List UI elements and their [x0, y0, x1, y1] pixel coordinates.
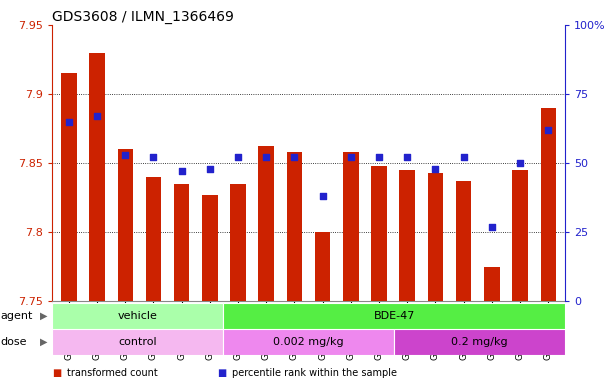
- Bar: [223, 303, 565, 329]
- Bar: [52, 329, 223, 355]
- Text: dose: dose: [1, 337, 27, 347]
- Text: ▶: ▶: [40, 311, 47, 321]
- Point: [374, 154, 384, 161]
- Bar: [541, 108, 556, 301]
- Bar: [484, 266, 500, 301]
- Bar: [343, 152, 359, 301]
- Point: [543, 127, 553, 133]
- Bar: [230, 184, 246, 301]
- Point: [487, 223, 497, 230]
- Text: 0.002 mg/kg: 0.002 mg/kg: [273, 337, 344, 347]
- Bar: [61, 73, 76, 301]
- Point: [346, 154, 356, 161]
- Text: control: control: [118, 337, 157, 347]
- Point: [233, 154, 243, 161]
- Bar: [371, 166, 387, 301]
- Point: [120, 152, 130, 158]
- Point: [459, 154, 469, 161]
- Point: [431, 166, 441, 172]
- Bar: [223, 329, 394, 355]
- Point: [64, 119, 74, 125]
- Bar: [456, 181, 472, 301]
- Bar: [400, 170, 415, 301]
- Bar: [512, 170, 528, 301]
- Point: [403, 154, 412, 161]
- Point: [515, 160, 525, 166]
- Bar: [315, 232, 331, 301]
- Bar: [258, 146, 274, 301]
- Point: [177, 168, 186, 174]
- Bar: [287, 152, 302, 301]
- Text: transformed count: transformed count: [67, 367, 158, 378]
- Bar: [117, 149, 133, 301]
- Text: BDE-47: BDE-47: [373, 311, 415, 321]
- Text: percentile rank within the sample: percentile rank within the sample: [232, 367, 397, 378]
- Bar: [145, 177, 161, 301]
- Bar: [174, 184, 189, 301]
- Point: [205, 166, 214, 172]
- Text: 0.2 mg/kg: 0.2 mg/kg: [452, 337, 508, 347]
- Text: GDS3608 / ILMN_1366469: GDS3608 / ILMN_1366469: [52, 10, 234, 24]
- Bar: [89, 53, 105, 301]
- Point: [318, 193, 327, 199]
- Text: ▶: ▶: [40, 337, 47, 347]
- Bar: [52, 303, 223, 329]
- Text: vehicle: vehicle: [117, 311, 158, 321]
- Bar: [394, 329, 565, 355]
- Bar: [428, 173, 443, 301]
- Point: [262, 154, 271, 161]
- Text: ■: ■: [217, 367, 226, 378]
- Text: ■: ■: [52, 367, 61, 378]
- Point: [148, 154, 158, 161]
- Point: [290, 154, 299, 161]
- Bar: [202, 195, 218, 301]
- Point: [92, 113, 102, 119]
- Text: agent: agent: [1, 311, 33, 321]
